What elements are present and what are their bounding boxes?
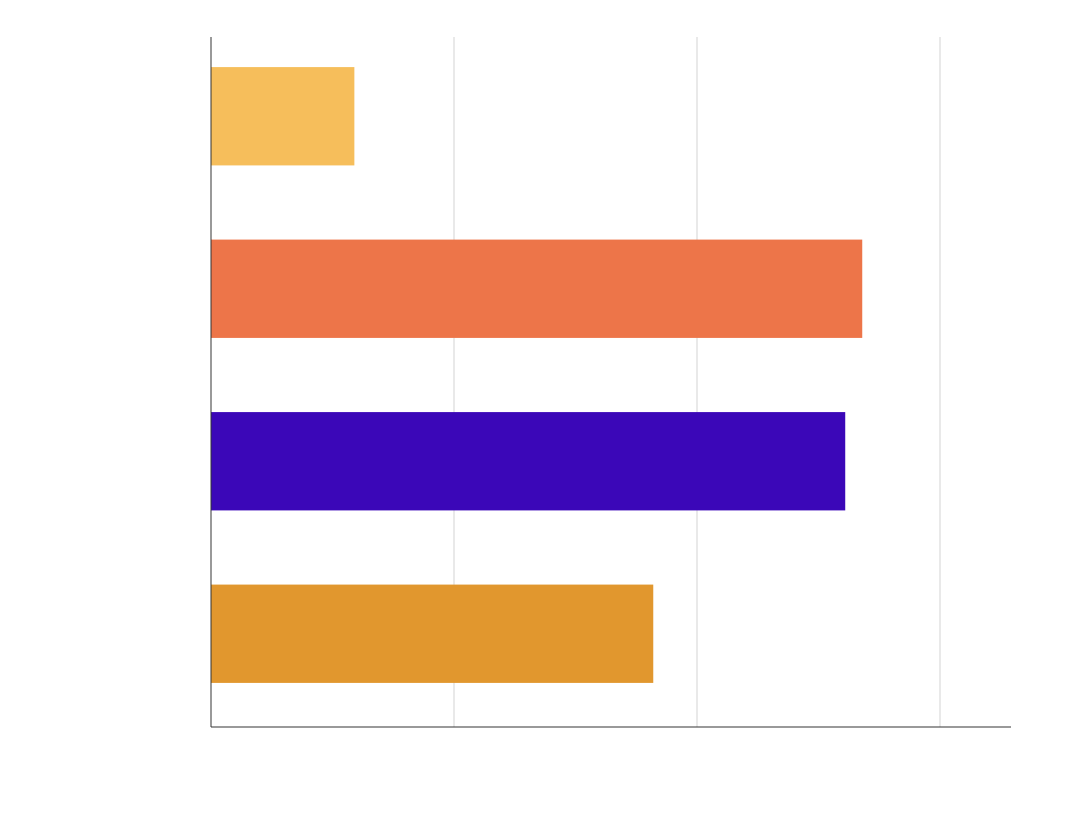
bars <box>211 67 863 683</box>
bar-1 <box>211 67 355 166</box>
bar-3 <box>211 412 846 511</box>
bar-4 <box>211 584 654 683</box>
bar-2 <box>211 239 863 338</box>
